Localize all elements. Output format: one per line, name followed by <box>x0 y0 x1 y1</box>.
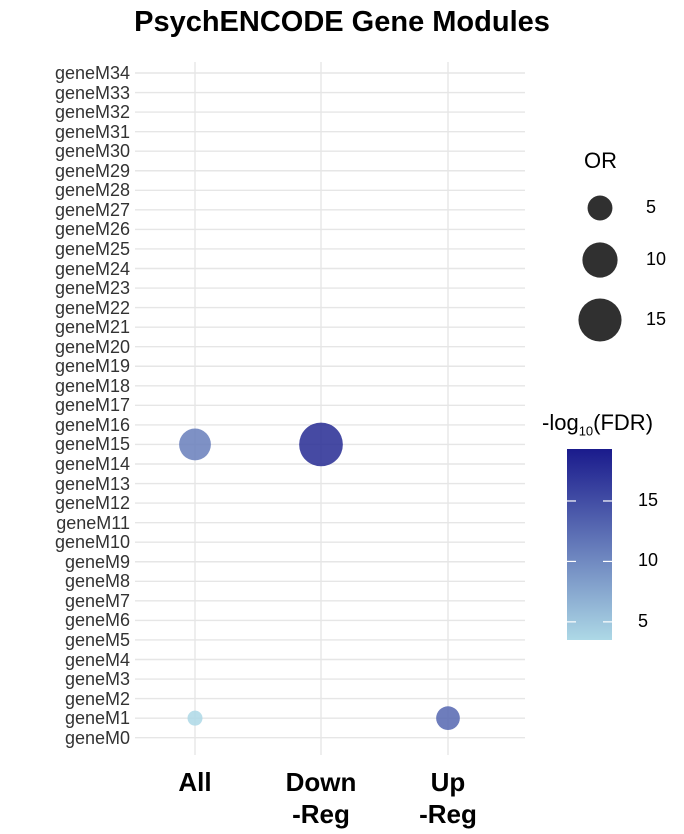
y-tick-label: geneM32 <box>54 102 130 123</box>
data-point <box>299 422 343 467</box>
color-legend-label: 15 <box>638 489 659 510</box>
y-tick-label: geneM33 <box>54 82 130 103</box>
y-tick-label: geneM25 <box>54 238 130 259</box>
y-tick-label: geneM1 <box>64 708 130 729</box>
x-tick-label: Down -Reg <box>285 767 357 829</box>
y-tick-label: geneM19 <box>54 356 130 377</box>
color-legend-label: 5 <box>638 610 649 631</box>
y-tick-label: geneM23 <box>54 278 130 299</box>
y-tick-label: geneM34 <box>54 63 130 83</box>
y-tick-label: geneM11 <box>56 512 130 533</box>
y-tick-label: geneM29 <box>54 160 130 181</box>
y-tick-label: geneM12 <box>54 493 130 514</box>
y-tick-label: geneM16 <box>54 414 130 435</box>
y-tick-label: geneM3 <box>64 669 130 690</box>
color-legend-bar <box>567 449 612 640</box>
size-legend-label: 5 <box>646 197 657 217</box>
y-tick-label: geneM8 <box>64 571 130 592</box>
y-tick-label: geneM15 <box>54 434 130 455</box>
y-tick-label: geneM31 <box>54 121 130 142</box>
y-tick-label: geneM24 <box>54 258 130 279</box>
y-tick-label: geneM21 <box>54 317 130 338</box>
size-legend-circle <box>587 195 613 221</box>
y-tick-label: geneM26 <box>54 219 130 240</box>
y-tick-label: geneM30 <box>54 141 130 162</box>
y-tick-label: geneM9 <box>64 551 130 572</box>
y-tick-label: geneM6 <box>64 610 130 631</box>
y-tick-label: geneM22 <box>54 297 130 318</box>
y-tick-label: geneM0 <box>64 727 130 748</box>
y-tick-label: geneM2 <box>64 688 130 709</box>
size-legend-circle <box>582 242 618 278</box>
y-tick-label: geneM4 <box>64 649 130 670</box>
data-point <box>187 710 203 726</box>
data-point <box>179 428 211 461</box>
y-tick-label: geneM14 <box>54 454 130 474</box>
color-legend-label: 10 <box>638 550 659 571</box>
color-legend-title: -log10(FDR) <box>542 410 654 439</box>
y-tick-label: geneM18 <box>54 375 130 396</box>
size-legend-circle <box>578 298 622 342</box>
x-tick-label: Up -Reg <box>419 767 477 829</box>
size-legend-title: OR <box>584 148 617 173</box>
size-legend-label: 15 <box>646 309 667 329</box>
y-tick-label: geneM20 <box>54 336 130 357</box>
y-tick-label: geneM5 <box>64 629 130 650</box>
y-tick-label: geneM7 <box>64 590 130 611</box>
x-tick-label: All <box>178 767 212 797</box>
size-legend-label: 10 <box>646 249 667 269</box>
y-tick-label: geneM10 <box>54 532 130 553</box>
y-tick-label: geneM28 <box>54 180 130 201</box>
chart-title: PsychENCODE Gene Modules <box>134 6 550 38</box>
y-tick-label: geneM17 <box>54 395 130 416</box>
y-tick-label: geneM27 <box>54 199 130 220</box>
y-tick-label: geneM13 <box>54 473 130 494</box>
data-point <box>436 706 460 731</box>
